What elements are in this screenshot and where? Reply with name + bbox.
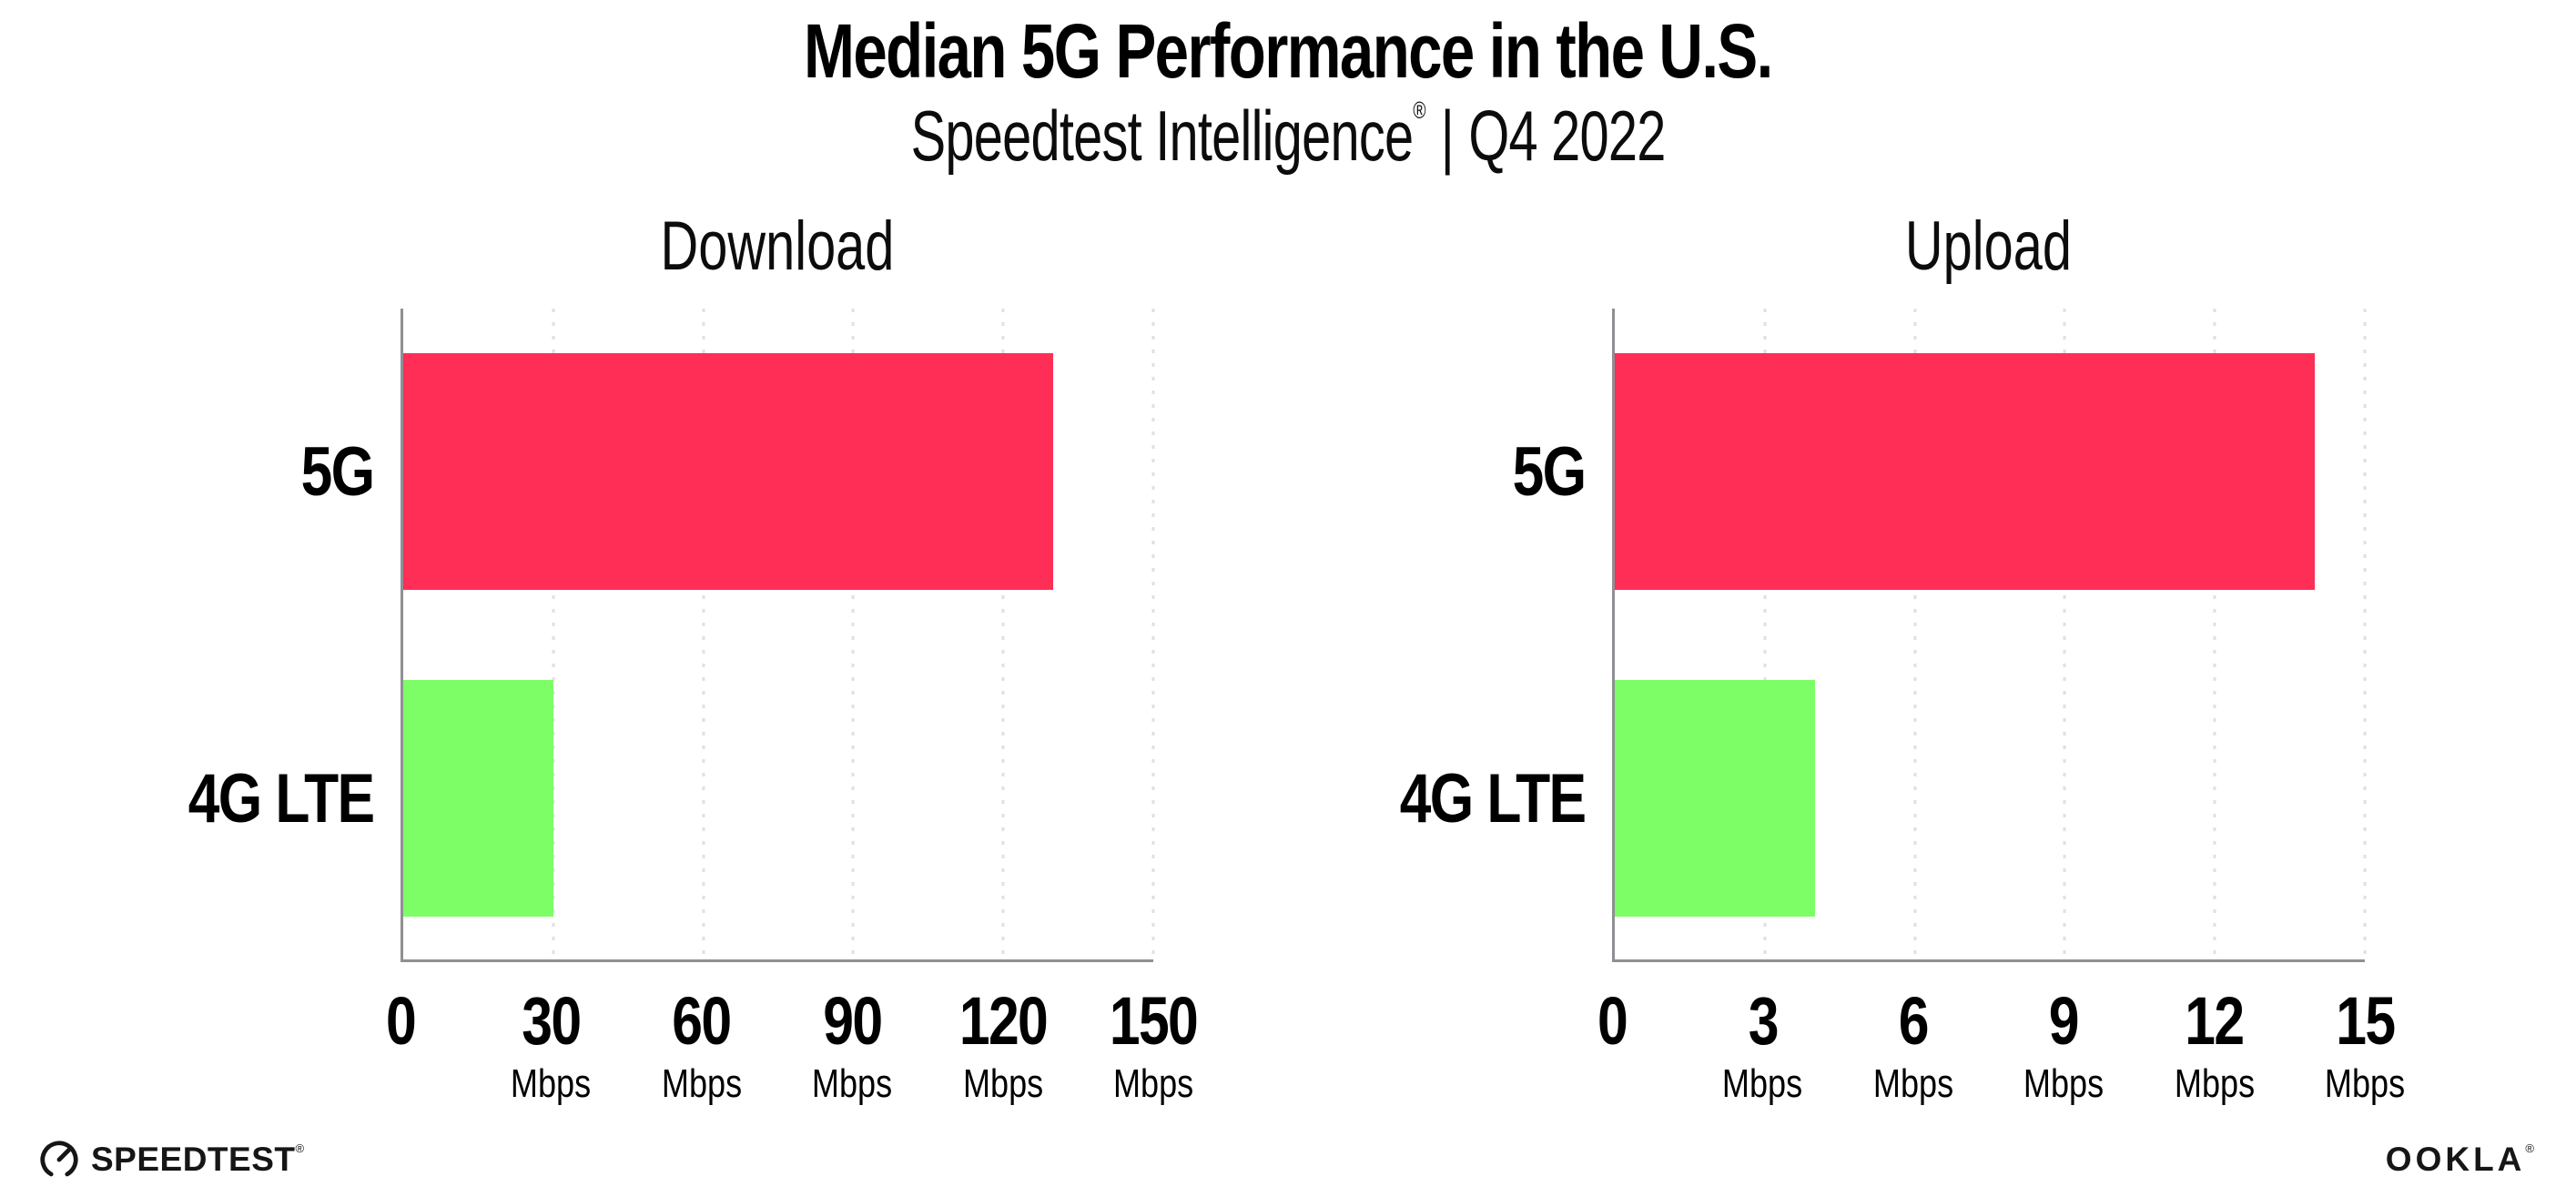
charts-row: Download 5G 4G LTE 0 30 Mbps 60 Mbps 90 Mbps 120… <box>0 207 2576 1122</box>
page-title-text: Median 5G Performance in the U.S. <box>804 8 1773 94</box>
x-tick-unit: Mbps <box>1112 1061 1194 1107</box>
x-tick-value: 0 <box>385 983 417 1060</box>
x-tick-unit: Mbps <box>661 1061 742 1107</box>
gridline-6-mbps <box>1913 309 1917 960</box>
x-tick-download-90: 90 Mbps <box>803 988 901 1104</box>
x-tick-download-30: 30 Mbps <box>502 988 601 1104</box>
chart-title-upload: Upload <box>1904 208 2073 286</box>
page-subtitle: Speedtest Intelligence® | Q4 2022 <box>0 95 2576 176</box>
x-tick-unit: Mbps <box>962 1061 1043 1107</box>
x-tick-unit <box>382 1064 418 1104</box>
ookla-registered-mark: ® <box>2525 1141 2538 1155</box>
x-tick-unit: Mbps <box>2023 1061 2104 1107</box>
x-tick-download-60: 60 Mbps <box>653 988 751 1104</box>
chart-upload: Upload 5G 4G LTE 0 3 Mbps 6 Mbps 9 Mbps 12 Mbps 15… <box>1348 207 2405 1122</box>
x-tick-upload-6: 6 Mbps <box>1864 988 1962 1104</box>
gridline-60-mbps <box>702 309 705 960</box>
gridline-90-mbps <box>851 309 855 960</box>
x-tick-upload-3: 3 Mbps <box>1714 988 1812 1104</box>
registered-mark: ® <box>1413 96 1426 124</box>
x-tick-unit: Mbps <box>1872 1061 1953 1107</box>
category-label-5g: 5G <box>1512 433 1587 512</box>
x-tick-value: 90 <box>823 983 883 1060</box>
ookla-logo: OOKLA® <box>2386 1141 2538 1179</box>
x-tick-value: 150 <box>1109 983 1199 1060</box>
y-axis-labels-download: 5G 4G LTE <box>137 309 401 962</box>
x-tick-upload-9: 9 Mbps <box>2014 988 2113 1104</box>
x-tick-download-150: 150 Mbps <box>1100 988 1206 1104</box>
x-axis-ticks-upload: 0 3 Mbps 6 Mbps 9 Mbps 12 Mbps 15 Mbps <box>1597 988 2405 1122</box>
bar-download-5g <box>403 353 1054 591</box>
x-tick-upload-0: 0 <box>1594 988 1629 1104</box>
x-tick-unit: Mbps <box>2174 1061 2255 1107</box>
x-tick-value: 0 <box>1597 983 1628 1060</box>
x-tick-download-0: 0 <box>382 988 418 1104</box>
speedtest-registered-mark: ® <box>295 1141 305 1155</box>
footer: SPEEDTEST® OOKLA® <box>38 1139 2538 1181</box>
x-tick-value: 60 <box>672 983 733 1060</box>
speedtest-wordmark: SPEEDTEST® <box>91 1141 305 1178</box>
subtitle-separator: | <box>1440 95 1455 176</box>
x-tick-unit <box>1594 1064 1629 1104</box>
gridline-12-mbps <box>2213 309 2216 960</box>
subtitle-text: Speedtest Intelligence® | Q4 2022 <box>910 95 1667 176</box>
gridline-3-mbps <box>1763 309 1767 960</box>
x-axis-ticks-download: 0 30 Mbps 60 Mbps 90 Mbps 120 Mbps 150 Mbps <box>386 988 1199 1122</box>
chart-download: Download 5G 4G LTE 0 30 Mbps 60 Mbps 90 Mbps 120… <box>137 207 1199 1122</box>
x-tick-value: 6 <box>1898 983 1930 1060</box>
x-tick-unit: Mbps <box>1722 1061 1803 1107</box>
x-tick-download-120: 120 Mbps <box>949 988 1056 1104</box>
gridline-30-mbps <box>552 309 555 960</box>
ookla-wordmark: OOKLA <box>2385 1141 2526 1178</box>
x-tick-upload-15: 15 Mbps <box>2316 988 2414 1104</box>
x-tick-unit: Mbps <box>812 1061 893 1107</box>
x-tick-value: 15 <box>2335 983 2396 1060</box>
x-tick-upload-12: 12 Mbps <box>2165 988 2264 1104</box>
x-tick-unit: Mbps <box>2324 1061 2406 1107</box>
y-axis-labels-upload: 5G 4G LTE <box>1348 309 1612 962</box>
x-tick-value: 120 <box>958 983 1048 1060</box>
gridline-150-mbps <box>1151 309 1155 960</box>
bar-upload-4g-lte <box>1615 680 1815 918</box>
x-tick-value: 3 <box>1748 983 1779 1060</box>
speedtest-gauge-icon <box>40 1141 78 1179</box>
header: Median 5G Performance in the U.S. Speedt… <box>0 0 2576 172</box>
category-label-4g-lte: 4G LTE <box>188 760 375 838</box>
x-tick-value: 9 <box>2049 983 2080 1060</box>
x-tick-value: 12 <box>2185 983 2245 1060</box>
bar-download-4g-lte <box>403 680 553 918</box>
gridline-120-mbps <box>1001 309 1005 960</box>
bar-upload-5g <box>1615 353 2316 591</box>
subtitle-period: Q4 2022 <box>1468 95 1666 176</box>
speedtest-logo: SPEEDTEST® <box>38 1139 305 1181</box>
gridline-15-mbps <box>2363 309 2367 960</box>
category-label-5g: 5G <box>300 433 376 512</box>
subtitle-brand: Speedtest Intelligence <box>910 95 1414 176</box>
plot-area-download <box>401 309 1155 963</box>
gridline-9-mbps <box>2063 309 2066 960</box>
plot-area-upload <box>1612 309 2367 963</box>
page-title: Median 5G Performance in the U.S. <box>0 8 2576 94</box>
x-tick-value: 30 <box>522 983 582 1060</box>
x-tick-unit: Mbps <box>511 1061 592 1107</box>
chart-title-download: Download <box>660 208 894 286</box>
category-label-4g-lte: 4G LTE <box>1399 760 1587 838</box>
